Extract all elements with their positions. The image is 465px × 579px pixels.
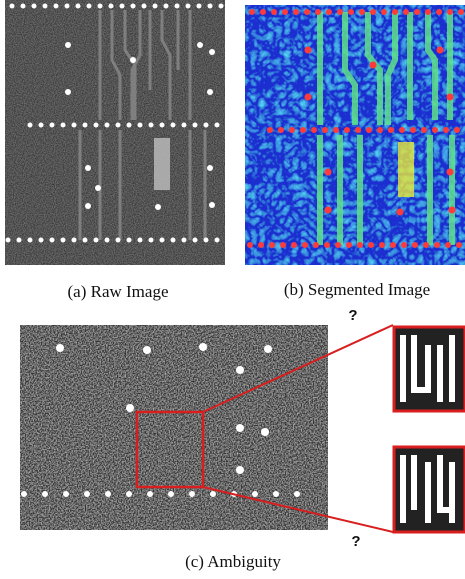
dot <box>324 206 332 214</box>
raw-background <box>5 0 225 265</box>
dot <box>85 165 91 171</box>
question-mark: ? <box>348 307 357 324</box>
ambiguity-background <box>20 325 328 530</box>
dot <box>264 345 272 353</box>
segmented-image <box>245 5 465 265</box>
bright-block <box>154 138 170 190</box>
dot <box>143 346 151 354</box>
ambiguity-image <box>20 324 465 534</box>
raw-image <box>5 0 225 265</box>
segmented-traces <box>317 12 455 245</box>
dot <box>436 46 444 54</box>
inset-pattern <box>400 335 455 402</box>
trace <box>98 10 192 120</box>
inset-top <box>392 325 465 413</box>
dot <box>448 206 456 214</box>
dot <box>155 204 161 210</box>
dot <box>236 466 244 474</box>
inset-bottom <box>392 445 465 534</box>
caption: (b) Segmented Image <box>284 280 430 299</box>
zoom-line <box>202 324 394 413</box>
dot <box>261 428 269 436</box>
ambiguity-spots <box>56 343 272 474</box>
dot <box>65 89 71 95</box>
dot <box>85 203 91 209</box>
dot <box>95 185 101 191</box>
dot <box>324 168 332 176</box>
zoom-box <box>135 410 205 489</box>
dot <box>304 93 312 101</box>
caption: (a) Raw Image <box>67 282 168 301</box>
segmented-spots <box>304 46 456 216</box>
dot <box>209 202 215 208</box>
dot <box>369 61 377 69</box>
raw-dots <box>5 3 225 243</box>
dot <box>199 343 207 351</box>
trace <box>78 130 207 240</box>
zoom-line <box>202 486 394 533</box>
segmented-dots <box>247 9 465 248</box>
caption: (c) Ambiguity <box>185 552 281 571</box>
dot <box>304 46 312 54</box>
inset-pattern <box>400 455 455 523</box>
bright-block <box>398 142 414 197</box>
dot <box>197 42 203 48</box>
dot <box>130 57 136 63</box>
dot <box>207 165 213 171</box>
dot <box>65 42 71 48</box>
dot <box>446 168 454 176</box>
dot <box>126 404 134 412</box>
trace <box>317 135 455 245</box>
raw-spots <box>65 42 215 210</box>
dot <box>56 344 64 352</box>
dot <box>236 424 244 432</box>
dot <box>396 208 404 216</box>
dot <box>446 93 454 101</box>
question-mark: ? <box>351 533 360 550</box>
raw-traces <box>78 10 207 240</box>
dot <box>236 366 244 374</box>
dot <box>209 49 215 55</box>
dot <box>207 89 213 95</box>
